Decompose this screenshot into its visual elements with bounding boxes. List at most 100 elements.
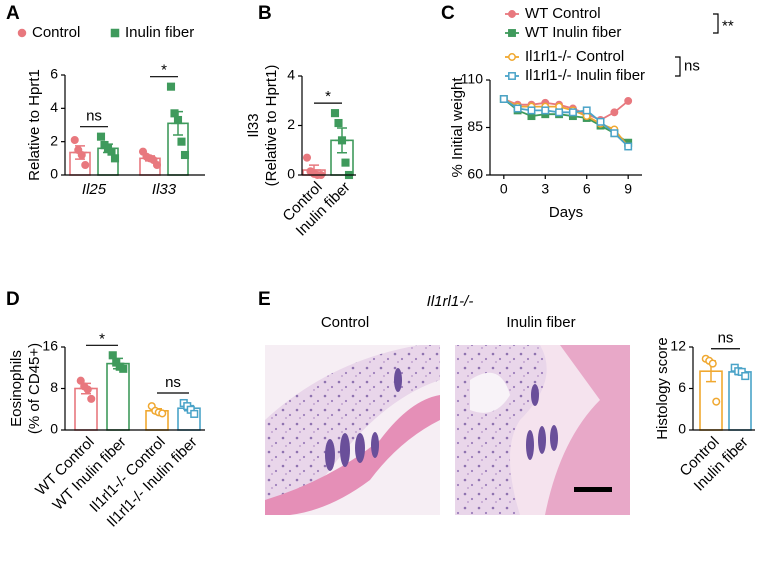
legend-label: Il1rl1-/- Control <box>525 48 624 65</box>
image-label: Inulin fiber <box>506 314 575 331</box>
x-tick-label: Il33 <box>152 181 177 198</box>
marker <box>119 364 128 373</box>
significance-label: ** <box>722 17 734 34</box>
legend-label: WT Inulin fiber <box>525 24 621 41</box>
marker <box>508 29 516 37</box>
marker <box>108 351 117 360</box>
marker <box>513 104 522 113</box>
marker <box>596 117 605 126</box>
y-tick-label: 8 <box>50 379 58 395</box>
marker <box>568 108 577 117</box>
marker <box>17 28 27 38</box>
x-axis-label: Days <box>549 204 583 221</box>
marker <box>610 108 619 117</box>
marker <box>582 106 591 115</box>
y-tick-label: 4 <box>50 99 58 115</box>
y-tick-label: 2 <box>50 132 58 148</box>
marker <box>341 158 350 167</box>
significance-bracket <box>713 13 719 34</box>
y-axis-label: Histology score <box>654 337 671 440</box>
marker <box>330 109 340 118</box>
marker <box>177 137 186 146</box>
histology-images <box>265 345 630 515</box>
x-tick-label: 9 <box>624 181 632 197</box>
marker <box>158 409 167 418</box>
significance-label: ns <box>86 108 102 125</box>
y-tick-label: 6 <box>678 379 686 395</box>
muscle <box>545 345 630 515</box>
muscle <box>265 395 440 515</box>
image-label: Control <box>321 314 369 331</box>
y-tick-label: 60 <box>467 166 483 182</box>
marker <box>541 106 550 115</box>
y-axis-label: Relative to Hprt1 <box>26 69 43 181</box>
bar <box>106 362 130 431</box>
lumen <box>470 372 510 413</box>
panel-label: A <box>6 3 20 24</box>
y-tick-label: 2 <box>287 116 295 132</box>
marker <box>527 106 536 115</box>
glands <box>325 368 402 471</box>
y-tick-label: 0 <box>50 421 58 437</box>
x-tick-label: 3 <box>541 181 549 197</box>
panel-label: C <box>441 3 455 24</box>
y-tick-label: 85 <box>467 118 483 134</box>
marker <box>110 154 120 163</box>
marker <box>337 136 347 145</box>
marker <box>508 72 516 80</box>
y-axis-label: (% of CD45+) <box>26 343 43 434</box>
marker <box>70 135 79 145</box>
significance-label: ns <box>684 57 700 74</box>
marker <box>81 160 90 170</box>
series-line <box>503 98 629 121</box>
marker <box>624 96 633 105</box>
significance-label: * <box>161 62 167 79</box>
legend-label: WT Control <box>525 5 601 22</box>
y-axis-label: Eosinophils <box>8 350 25 427</box>
marker <box>334 118 343 128</box>
marker <box>624 142 633 151</box>
y-tick-label: 0 <box>678 421 686 437</box>
glands <box>526 384 558 460</box>
marker <box>741 372 750 381</box>
y-tick-label: 0 <box>50 166 58 182</box>
y-tick-label: 16 <box>42 338 58 354</box>
legend-label: Control <box>32 24 80 41</box>
marker <box>302 153 312 162</box>
y-tick-label: 110 <box>461 71 484 87</box>
legend-label: Il1rl1-/- Inulin fiber <box>525 67 645 84</box>
x-tick-label: 0 <box>500 181 508 197</box>
marker <box>712 397 721 406</box>
histology-title: Il1rl1-/- <box>427 293 474 310</box>
marker <box>110 28 120 38</box>
y-tick-label: 4 <box>287 67 295 83</box>
marker <box>708 359 717 368</box>
marker <box>152 160 162 170</box>
panel-label: B <box>258 3 272 24</box>
marker <box>83 385 92 394</box>
significance-label: * <box>325 88 331 105</box>
marker <box>96 132 106 141</box>
marker <box>508 53 516 61</box>
significance-label: ns <box>718 330 734 347</box>
marker <box>166 82 176 91</box>
marker <box>170 109 179 118</box>
significance-label: ns <box>165 374 181 391</box>
significance-label: * <box>99 330 105 347</box>
marker <box>190 409 199 418</box>
bar <box>728 371 752 431</box>
marker <box>77 150 86 160</box>
y-tick-label: 6 <box>50 66 58 82</box>
series-line <box>503 98 629 148</box>
marker <box>610 129 619 138</box>
y-tick-label: 12 <box>670 338 686 354</box>
scale-bar <box>574 487 612 492</box>
series-line <box>503 98 629 144</box>
marker <box>173 115 183 125</box>
marker <box>555 108 564 117</box>
x-tick-label: Il25 <box>82 181 107 198</box>
panel-label: D <box>6 289 20 310</box>
y-axis-label: Il33 <box>245 113 262 137</box>
marker <box>508 10 516 18</box>
